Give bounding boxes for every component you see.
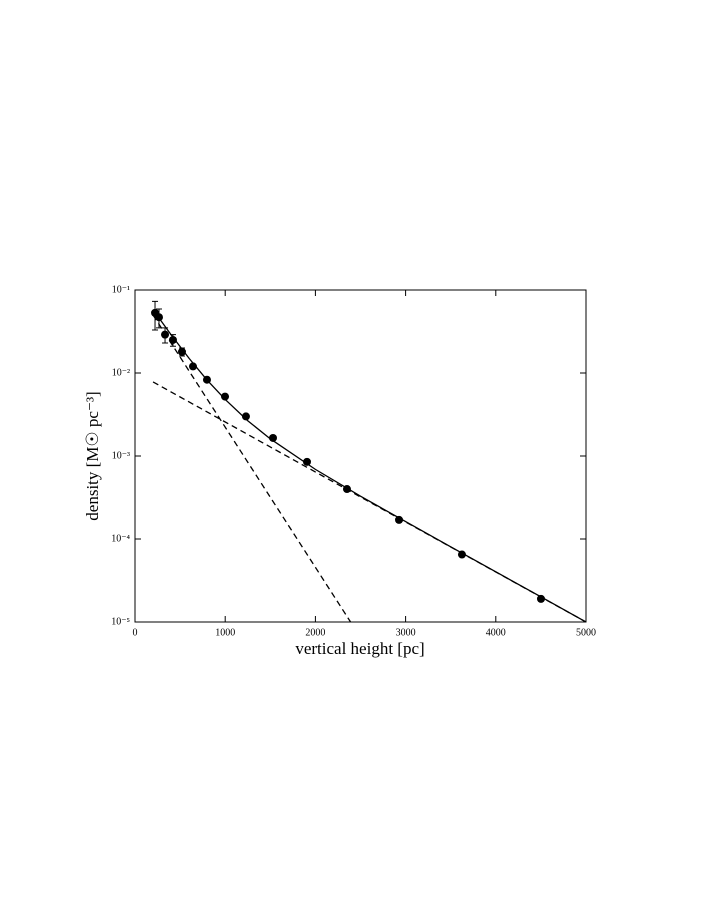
series-line	[152, 314, 352, 622]
x-tick-label: 5000	[576, 627, 596, 638]
y-tick-label: 10⁻¹	[112, 284, 130, 295]
data-point	[188, 362, 197, 371]
data-point	[241, 412, 250, 421]
x-axis-label: vertical height [pc]	[295, 639, 424, 658]
y-tick-label: 10⁻³	[112, 450, 130, 461]
series-line	[152, 309, 586, 622]
y-tick-label: 10⁻²	[112, 367, 130, 378]
x-tick-label: 3000	[396, 627, 416, 638]
x-tick-label: 4000	[486, 627, 506, 638]
data-point	[395, 515, 404, 524]
x-tick-label: 0	[133, 627, 138, 638]
series-line	[152, 381, 586, 622]
data-point	[221, 392, 230, 401]
x-tick-label: 2000	[305, 627, 325, 638]
y-tick-label: 10⁻⁴	[111, 533, 130, 544]
data-point	[536, 594, 545, 603]
y-tick-label: 10⁻⁵	[111, 616, 130, 627]
data-point	[177, 347, 186, 356]
plot-frame	[134, 289, 587, 623]
data-point	[303, 457, 312, 466]
y-axis-label: density [M☉ pc⁻³]	[83, 391, 102, 520]
x-tick-label: 1000	[215, 627, 235, 638]
